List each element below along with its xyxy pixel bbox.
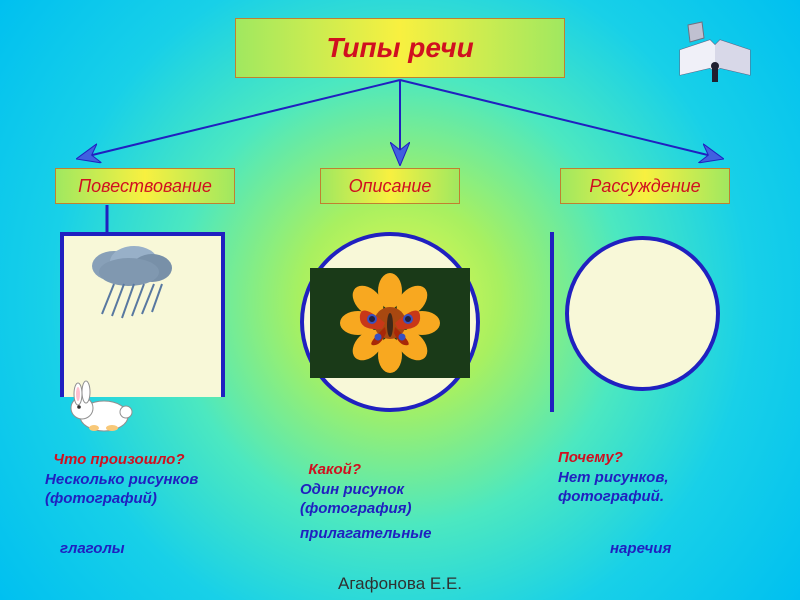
desc-line2: (фотографий) — [45, 490, 157, 507]
question-description: Какой? Один рисунок (фотография) — [300, 460, 412, 519]
desc-line1: Один рисунок — [300, 481, 404, 498]
reasoning-line — [550, 232, 554, 412]
pos-adjectives: прилагательные — [300, 525, 431, 542]
desc-line1: Несколько рисунков — [45, 471, 198, 488]
reasoning-circle — [565, 236, 720, 391]
rain-cloud-icon — [74, 244, 194, 339]
pos-verbs: глаголы — [60, 540, 125, 557]
category-narration: Повествование — [55, 168, 235, 204]
butterfly-flower-image — [310, 268, 470, 378]
category-reasoning: Рассуждение — [560, 168, 730, 204]
rabbit-icon — [64, 378, 144, 441]
category-description: Описание — [320, 168, 460, 204]
author-credit: Агафонова Е.Е. — [338, 574, 462, 594]
question-reasoning: Почему? Нет рисунков, фотографий. — [558, 448, 669, 507]
branch-arrows — [0, 0, 800, 240]
category-label: Описание — [349, 176, 432, 197]
pos-adverbs: наречия — [610, 540, 671, 557]
question-narration: Что произошло? Несколько рисунков (фотог… — [45, 450, 198, 509]
desc-line2: (фотография) — [300, 500, 412, 517]
question-text: Какой? — [308, 461, 361, 478]
question-text: Что произошло? — [53, 451, 184, 468]
question-text: Почему? — [558, 449, 623, 466]
desc-line2: фотографий. — [558, 488, 664, 505]
category-label: Рассуждение — [589, 176, 700, 197]
category-label: Повествование — [78, 176, 212, 197]
desc-line1: Нет рисунков, — [558, 469, 669, 486]
